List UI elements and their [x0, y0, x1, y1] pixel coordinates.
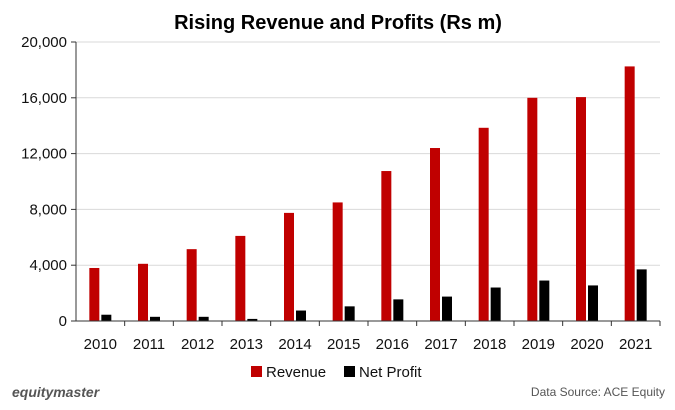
y-axis-ticks: 0 4,000 8,000 12,000 16,000 20,000: [21, 34, 76, 330]
chart-title: Rising Revenue and Profits (Rs m): [174, 12, 502, 34]
bar-net-profit-2020: [588, 285, 598, 321]
x-tick-label: 2010: [84, 336, 117, 353]
bar-revenue-2012: [186, 249, 197, 321]
x-tick-label: 2016: [376, 336, 409, 353]
x-tick-label: 2020: [570, 336, 603, 353]
legend-label-net-profit: Net Profit: [359, 364, 422, 381]
bar-revenue-2010: [89, 267, 100, 321]
bar-revenue-2020: [576, 97, 586, 321]
y-tick-label: 0: [59, 313, 67, 330]
bar-revenue-2019: [527, 97, 538, 321]
bar-revenue-2015: [332, 202, 343, 321]
legend-swatch-revenue: [251, 366, 262, 377]
bar-net-profit-2017: [442, 296, 452, 321]
x-axis: [75, 42, 660, 322]
y-tick-label: 8,000: [29, 201, 67, 218]
bar-revenue-2017: [430, 148, 440, 321]
bar-net-profit-2013: [247, 318, 258, 321]
y-tick-label: 16,000: [21, 90, 67, 107]
bar-net-profit-2016: [393, 299, 404, 321]
x-tick-label: 2011: [133, 336, 165, 353]
bar-net-profit-2021: [636, 269, 647, 321]
bar-net-profit-2010: [101, 314, 112, 321]
gridlines: [76, 41, 660, 266]
legend-label-revenue: Revenue: [266, 364, 326, 381]
legend: Revenue Net Profit: [251, 364, 422, 381]
bar-net-profit-2012: [198, 316, 209, 321]
x-tick-label: 2012: [181, 336, 214, 353]
bar-revenue-2021: [624, 66, 635, 321]
y-tick-label: 12,000: [21, 146, 67, 163]
y-tick-label: 4,000: [29, 257, 67, 274]
data-source-note: Data Source: ACE Equity: [530, 385, 665, 399]
x-tick-label: 2018: [473, 336, 506, 353]
x-tick-label: 2019: [522, 336, 555, 353]
x-tick-label: 2021: [619, 336, 652, 353]
bar-revenue-2013: [235, 235, 246, 321]
legend-swatch-net-profit: [344, 366, 355, 377]
bar-net-profit-2015: [344, 306, 355, 321]
x-axis-ticks: 2010 2011 2012 2013 2014 2015 2016 2017 2018 2019…: [84, 321, 661, 353]
x-tick-label: 2015: [327, 336, 360, 353]
bar-net-profit-2014: [296, 310, 306, 321]
bars: [89, 66, 647, 321]
bar-revenue-2011: [138, 263, 148, 321]
bar-revenue-2016: [381, 171, 392, 321]
y-tick-label: 20,000: [21, 34, 67, 51]
x-tick-label: 2014: [278, 336, 311, 353]
bar-net-profit-2018: [490, 287, 501, 321]
bar-revenue-2018: [478, 127, 489, 321]
x-tick-label: 2017: [424, 336, 457, 353]
bar-revenue-2014: [284, 212, 294, 321]
bar-net-profit-2011: [150, 316, 160, 321]
bar-net-profit-2019: [539, 280, 550, 321]
x-tick-label: 2013: [230, 336, 263, 353]
brand-logo-text: equitymaster: [12, 384, 100, 400]
